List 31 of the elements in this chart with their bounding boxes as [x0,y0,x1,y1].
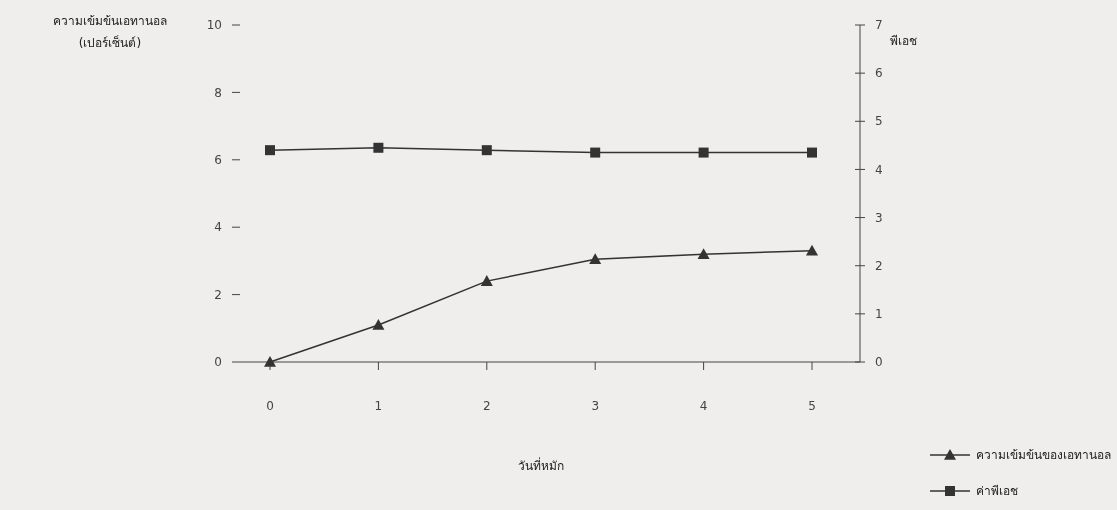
y2-tick-label: 0 [875,355,883,370]
point [480,275,493,286]
y-tick-label: 0 [214,355,222,370]
y2-axis-title: พีเอช [890,34,917,48]
x-tick-label: 4 [699,399,708,413]
y-tick-label: 2 [214,287,222,302]
y2-tick-label: 1 [875,307,883,322]
y-tick-label: 6 [214,153,222,167]
legend-label: ความเข้มข้นของเอทานอล [976,448,1111,463]
y-tick-label: 4 [214,220,222,235]
y-tick-label: 10 [206,18,222,33]
point [697,248,710,259]
x-tick-label: 5 [808,399,816,413]
y-tick-label: 8 [214,85,222,100]
point [264,356,276,367]
y2-tick-label: 4 [875,162,883,177]
point [372,318,385,330]
y-axis-title: ความเข้มข้นเอทานอล (เปอร์เซ็นต์) [53,14,167,50]
x-axis-title: วันที่หมัก [518,457,564,473]
point [806,244,818,256]
x-tick-label: 1 [374,399,383,413]
x-tick-label: 2 [482,399,491,413]
x-tick-label: 3 [591,399,600,413]
y2-tick-label: 2 [875,258,883,273]
x-tick-label: 0 [266,399,274,413]
legend-label: ค่าพีเอช [976,484,1018,499]
y2-tick-label: 6 [875,66,883,81]
point [589,253,602,265]
y2-tick-label: 7 [875,18,883,33]
y2-tick-label: 3 [875,210,883,225]
y2-tick-label: 5 [875,114,883,129]
